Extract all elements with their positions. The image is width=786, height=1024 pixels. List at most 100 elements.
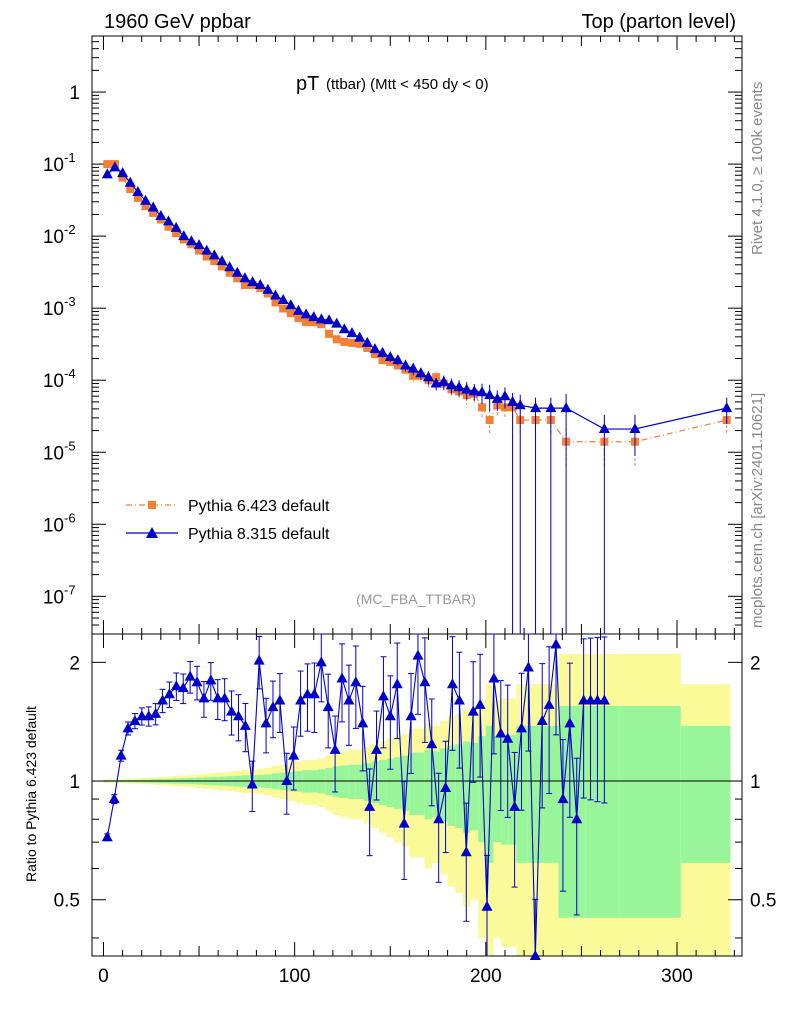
ratio-point [426,738,438,749]
ratio-point [184,670,196,681]
p8-point [354,331,366,342]
plot-title-main: pT [296,73,319,95]
ratio-point [509,800,521,811]
p6-point [279,304,288,313]
p8-point [162,215,174,226]
pythia6-series [103,160,731,467]
p8-point [484,389,496,400]
ratio-point [453,694,465,705]
y-tick-label-ratio-right: 0.5 [750,891,776,912]
p6-point [195,246,204,255]
p6-point [348,338,356,347]
ratio-point [384,710,396,721]
mcplots-label: mcplots.cern.ch [arXiv:2401.10621] [749,393,766,628]
p8-point [422,371,434,382]
ratio-point [129,714,141,725]
p8-point [461,383,473,394]
p6-point [118,173,127,182]
ratio-point [260,717,272,728]
ratio-point [350,676,362,687]
p8-point [185,235,197,246]
ratio-point [315,656,327,667]
p8-point [155,210,167,221]
p6-point [355,339,364,348]
band-inner [439,748,448,822]
band-inner [394,757,402,809]
ratio-point [522,661,534,672]
ratio-point [288,749,300,760]
p6-line [107,163,727,443]
p8-point [346,327,358,338]
y-tick-label-ratio: 0.5 [54,891,80,912]
p8-point [545,402,557,413]
p8-point [285,299,297,310]
p8-point [147,201,159,212]
band-inner [485,725,494,863]
p8-point [323,314,335,325]
ratio-point [557,793,569,804]
ratio-point [322,701,334,712]
p6-point [149,208,158,217]
band-inner [470,742,479,831]
y-tick-label-main: 10 [43,155,64,176]
band-inner [680,725,731,863]
ratio-point [585,694,597,705]
p8-point [468,385,480,396]
ratio-point [281,775,293,786]
ratio-point [219,692,231,703]
p6-point [133,193,142,202]
p6-point [485,416,494,425]
p6-point [164,222,173,231]
p8-point [514,399,526,410]
p8-point [400,359,412,370]
ratio-point [419,676,431,687]
band-inner [332,766,341,798]
p6-point [309,318,318,327]
rivet-label: Rivet 4.1.0, ≥ 100k events [749,82,766,255]
p6-point [126,185,135,194]
p8-point [270,289,282,300]
p6-point [225,268,234,277]
p6-point [233,274,242,283]
ratio-point [232,710,244,721]
p8-point [101,168,113,179]
p8-point [300,308,312,319]
ratio-point [157,694,169,705]
p8-point [499,390,511,401]
ratio-point [329,743,341,754]
band-inner [417,752,425,816]
p8-point [170,221,182,232]
ratio-point [446,678,458,689]
band-inner [409,752,417,816]
ratio-point [301,688,313,699]
ratio-point [529,950,541,960]
p8-point [124,176,136,187]
ratio-point [412,649,424,660]
p8-point [415,367,427,378]
p8-point [384,351,396,362]
ratio-point [481,900,493,911]
pythia8-series [101,161,733,634]
x-tick-label: 100 [279,966,311,987]
ratio-point [239,719,251,730]
p8-point [117,167,129,178]
band-inner [432,751,440,818]
band-inner [447,745,456,826]
ratio-point [115,749,127,760]
ratio-ylabel: Ratio to Pythia 6.423 default [23,706,39,882]
p6-point [302,318,311,327]
ratio-point [502,732,514,743]
watermark: (MC_FBA_TTBAR) [356,591,476,607]
band-inner [401,755,410,811]
p6-point [370,350,379,359]
p8-point [277,293,289,304]
p6-point [340,337,349,346]
band-inner [325,767,333,796]
ratio-point [212,692,224,703]
band-inner [543,725,559,863]
band-inner [493,736,502,843]
ratio-point [336,672,348,683]
p8-point [407,362,419,373]
p8-point [338,323,350,334]
ratio-point [191,676,203,687]
